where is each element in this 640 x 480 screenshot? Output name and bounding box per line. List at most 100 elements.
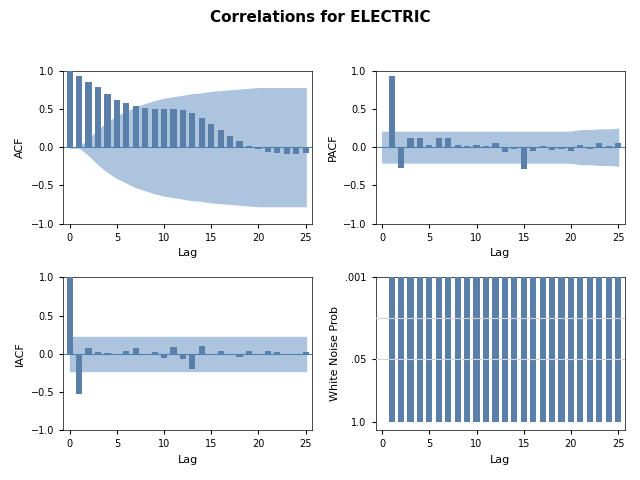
Bar: [398, 0, 404, 422]
Text: Correlations for ELECTRIC: Correlations for ELECTRIC: [210, 10, 430, 24]
Bar: [436, 0, 442, 422]
Bar: [577, 145, 584, 147]
Bar: [142, 354, 148, 355]
Bar: [255, 354, 262, 355]
Bar: [408, 0, 413, 422]
Bar: [142, 108, 148, 147]
Bar: [152, 351, 157, 354]
Bar: [152, 109, 157, 147]
Bar: [303, 147, 308, 153]
Bar: [521, 147, 527, 168]
Bar: [426, 145, 433, 147]
Bar: [398, 147, 404, 168]
Bar: [189, 113, 195, 147]
Bar: [454, 145, 461, 147]
Y-axis label: White Noise Prob: White Noise Prob: [330, 306, 340, 401]
Bar: [521, 0, 527, 422]
Bar: [511, 0, 517, 422]
Bar: [605, 0, 612, 422]
Bar: [388, 0, 395, 422]
Bar: [237, 141, 243, 147]
Bar: [568, 147, 574, 151]
Bar: [445, 0, 451, 422]
Bar: [408, 138, 413, 147]
Bar: [208, 354, 214, 355]
Bar: [255, 147, 262, 149]
Bar: [199, 346, 205, 354]
Bar: [114, 100, 120, 147]
Bar: [161, 354, 167, 358]
Bar: [293, 147, 300, 154]
Bar: [417, 138, 423, 147]
Bar: [170, 109, 177, 147]
Bar: [199, 118, 205, 147]
Y-axis label: IACF: IACF: [15, 341, 25, 366]
Bar: [549, 147, 555, 150]
Bar: [303, 352, 308, 354]
Bar: [464, 0, 470, 422]
Bar: [76, 354, 82, 394]
Bar: [615, 0, 621, 422]
Bar: [104, 353, 111, 354]
Bar: [208, 124, 214, 147]
Bar: [454, 0, 461, 422]
Bar: [474, 145, 479, 147]
Bar: [132, 106, 139, 147]
Bar: [218, 351, 224, 354]
Bar: [293, 354, 300, 355]
Bar: [76, 76, 82, 147]
Bar: [559, 147, 564, 149]
Bar: [284, 147, 290, 154]
X-axis label: Lag: Lag: [490, 248, 510, 258]
Bar: [124, 351, 129, 354]
Bar: [86, 82, 92, 147]
Bar: [445, 138, 451, 147]
Bar: [237, 354, 243, 357]
Bar: [86, 348, 92, 354]
Bar: [587, 0, 593, 422]
Bar: [492, 144, 499, 147]
Bar: [189, 354, 195, 369]
X-axis label: Lag: Lag: [490, 455, 510, 465]
Bar: [180, 110, 186, 147]
Bar: [483, 146, 489, 147]
Bar: [549, 0, 555, 422]
Bar: [67, 71, 73, 147]
Bar: [502, 0, 508, 422]
Bar: [511, 147, 517, 149]
Bar: [246, 145, 252, 147]
Bar: [180, 354, 186, 359]
Bar: [170, 347, 177, 354]
Bar: [540, 145, 546, 147]
Bar: [587, 147, 593, 149]
Bar: [436, 138, 442, 147]
Bar: [596, 0, 602, 422]
Bar: [132, 348, 139, 354]
Bar: [265, 147, 271, 152]
X-axis label: Lag: Lag: [177, 455, 198, 465]
Bar: [492, 0, 499, 422]
X-axis label: Lag: Lag: [177, 248, 198, 258]
Bar: [275, 352, 280, 354]
Bar: [265, 351, 271, 354]
Bar: [577, 0, 584, 422]
Bar: [124, 103, 129, 147]
Bar: [67, 277, 73, 354]
Bar: [161, 109, 167, 147]
Bar: [227, 136, 233, 147]
Bar: [464, 145, 470, 147]
Bar: [417, 0, 423, 422]
Bar: [275, 147, 280, 153]
Bar: [104, 94, 111, 147]
Bar: [568, 0, 574, 422]
Bar: [114, 354, 120, 355]
Bar: [474, 0, 479, 422]
Bar: [605, 145, 612, 147]
Bar: [218, 130, 224, 147]
Bar: [246, 351, 252, 354]
Bar: [95, 351, 101, 354]
Bar: [502, 147, 508, 152]
Y-axis label: PACF: PACF: [328, 133, 337, 161]
Bar: [559, 0, 564, 422]
Y-axis label: ACF: ACF: [15, 136, 25, 158]
